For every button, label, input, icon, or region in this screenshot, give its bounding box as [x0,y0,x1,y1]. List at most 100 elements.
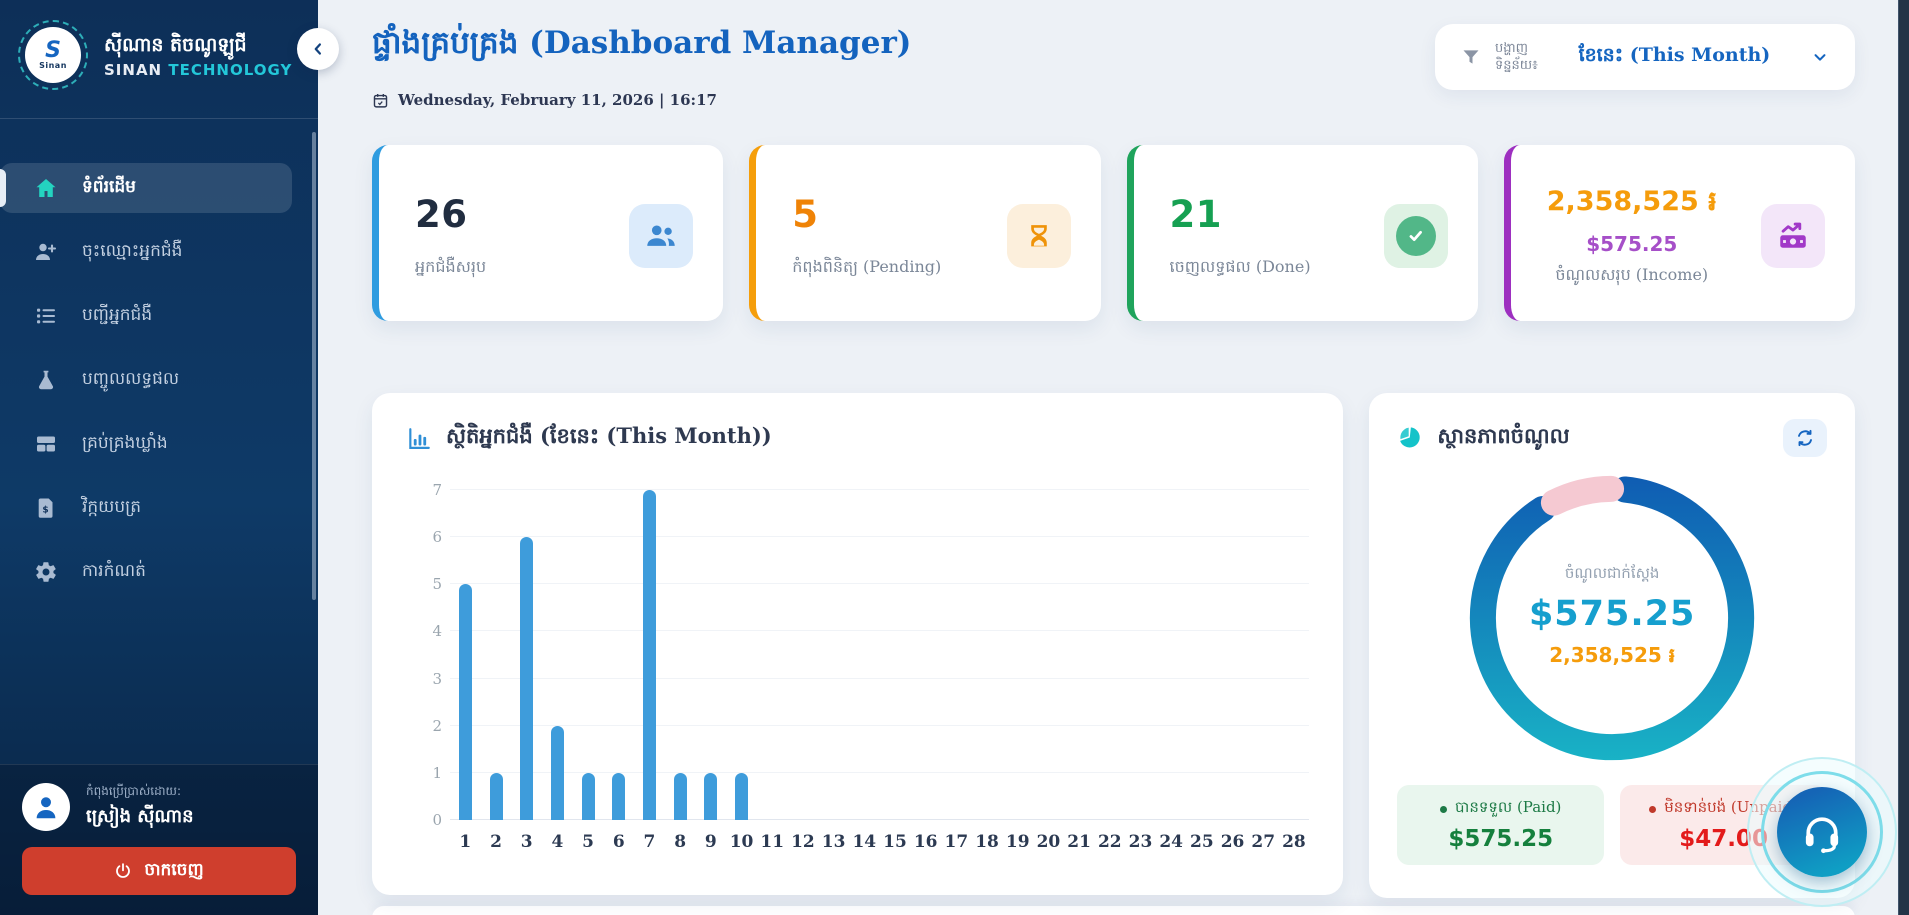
bar[interactable] [612,772,626,820]
sidebar-item-label: គ្រប់គ្រងឃ្លាំង [82,432,168,453]
logout-label: ចាកចេញ [144,859,204,880]
users-icon [629,204,694,268]
x-axis-tick: 8 [674,832,687,852]
bar-column [573,490,604,820]
gridline [450,724,1310,726]
brand-name-en: SINAN TECHNOLOGY [104,60,293,79]
bar-column [665,490,696,820]
stats-row: 26 អ្នកជំងឺសរុប 5 កំពុងពិនិត្យ (Pending)… [372,145,1855,321]
bar[interactable] [550,725,564,820]
y-axis-tick: 3 [432,669,442,688]
x-axis-tick: 27 [1251,832,1276,852]
bar-column [1217,490,1248,820]
sidebar-scrollbar[interactable] [312,132,316,600]
paid-summary-card: បានទទួល (Paid) $575.25 [1397,785,1605,865]
page-scrollbar[interactable] [1898,0,1909,915]
sidebar-item-patient-list[interactable]: បញ្ជីអ្នកជំងឺ [10,291,292,341]
sidebar-divider [0,118,318,119]
x-axis-tick: 2 [490,832,502,852]
income-donut-chart: ចំណូលជាក់ស្តែង $575.25 2,358,525 ៛ [1463,469,1761,767]
sidebar-item-label: ការកំណត់ [82,560,146,581]
bar-column [603,490,634,820]
x-axis-tick: 21 [1067,832,1091,852]
bar-series [450,490,1309,820]
sidebar-item-enter-results[interactable]: បញ្ចូលលទ្ធផល [10,355,292,405]
filter-dropdown[interactable]: បង្ហាញ ទិន្នន័យ៖ ខែនេះ (This Month) [1435,24,1855,90]
bar-column [757,490,788,820]
filter-icon [1463,50,1479,64]
stat-card-pending[interactable]: 5 កំពុងពិនិត្យ (Pending) [749,145,1101,321]
gridline [450,677,1310,679]
donut-chart-title: ស្ថានភាពចំណូល [1437,422,1570,448]
bar[interactable] [673,772,687,820]
bar-column [788,490,819,820]
x-axis-tick: 11 [760,832,785,852]
bar[interactable] [704,772,718,820]
donut-usd-total: $575.25 [1528,594,1696,634]
page-title: ផ្ទាំងគ្រប់គ្រង (Dashboard Manager) [372,25,912,61]
x-axis-tick: 28 [1282,832,1306,852]
sidebar-item-settings[interactable]: ការកំណត់ [10,547,292,597]
x-axis-tick: 1 [459,832,472,852]
stat-value: 21 [1169,192,1222,236]
x-axis-tick: 19 [1005,832,1030,852]
bar-column [910,490,941,820]
x-axis-tick: 7 [643,832,656,852]
x-axis-tick: 10 [729,832,754,852]
stat-label: កំពុងពិនិត្យ (Pending) [792,256,942,276]
gridline [450,536,1310,538]
donut-center: ចំណូលជាក់ស្តែង $575.25 2,358,525 ៛ [1463,469,1761,767]
bar-column [1002,490,1033,820]
stat-card-done[interactable]: 21 ចេញលទ្ធផល (Done) [1126,145,1478,321]
stat-card-total-patients[interactable]: 26 អ្នកជំងឺសរុប [372,145,724,321]
bar-column [1094,490,1125,820]
filter-selected-value: ខែនេះ (This Month) [1578,44,1771,66]
logo-word: Sinan [39,60,67,70]
stat-value-usd: $575.25 [1586,231,1678,256]
bar-column [1187,490,1218,820]
y-axis-tick: 7 [432,481,442,499]
gridline [450,630,1310,632]
y-axis-tick: 6 [432,528,442,547]
x-axis-tick: 5 [582,832,595,852]
sidebar-item-label: ចុះឈ្មោះអ្នកជំងឺ [82,240,183,261]
main-content: ផ្ទាំងគ្រប់គ្រង (Dashboard Manager) Wedn… [297,0,1909,915]
bar[interactable] [458,584,472,820]
brand-logo: S Sinan [18,20,88,90]
sidebar-item-register-patient[interactable]: ចុះឈ្មោះអ្នកជំងឺ [10,227,292,277]
money-chart-icon [1761,204,1825,268]
sidebar-item-warehouse[interactable]: គ្រប់គ្រងឃ្លាំង [10,419,292,469]
x-axis-tick: 4 [551,832,564,852]
bar[interactable] [489,772,503,820]
unpaid-dot [1649,805,1657,813]
stat-label: ចេញលទ្ធផល (Done) [1169,256,1311,276]
bar[interactable] [581,772,595,820]
x-axis-tick: 16 [913,832,938,852]
bar-column [880,490,911,820]
bar[interactable] [520,537,534,820]
x-axis-tick: 14 [852,832,877,852]
x-axis-tick: 13 [821,832,846,852]
bar-chart-icon [409,427,430,449]
bar-column [1248,490,1279,820]
date-row: Wednesday, February 11, 2026 | 16:17 [372,91,1855,109]
bar-column [1033,490,1064,820]
y-axis-tick: 4 [432,622,442,641]
bar-column [1279,490,1310,820]
bar-x-labels: 1 2 3 4 5 6 7 8 9 10 11 12 13 14 15 16 17 18 19 20 21 22 23 24 2… [450,832,1309,852]
stat-label: ចំណូលសរុប (Income) [1555,264,1709,284]
sidebar-item-home[interactable]: ទំព័រដើម [0,163,292,213]
sidebar-item-invoices[interactable]: $ វិក្កយបត្រ [10,483,292,533]
user-panel: កំពុងប្រើប្រាស់ដោយ: ស្រៀង ស៊ីណាន ចាកចេញ [0,764,318,915]
logo-letter: S [45,37,61,63]
refresh-button[interactable] [1782,419,1827,457]
sidebar-item-label: វិក្កយបត្រ [82,496,142,517]
logout-button[interactable]: ចាកចេញ [22,847,296,895]
support-chat-button[interactable] [1747,757,1897,907]
sidebar-collapse-button[interactable] [297,28,339,70]
stat-card-income[interactable]: 2,358,525 ៛ $575.25 ចំណូលសរុប (Income) [1503,145,1855,321]
bar[interactable] [642,490,656,820]
bar[interactable] [735,772,749,820]
